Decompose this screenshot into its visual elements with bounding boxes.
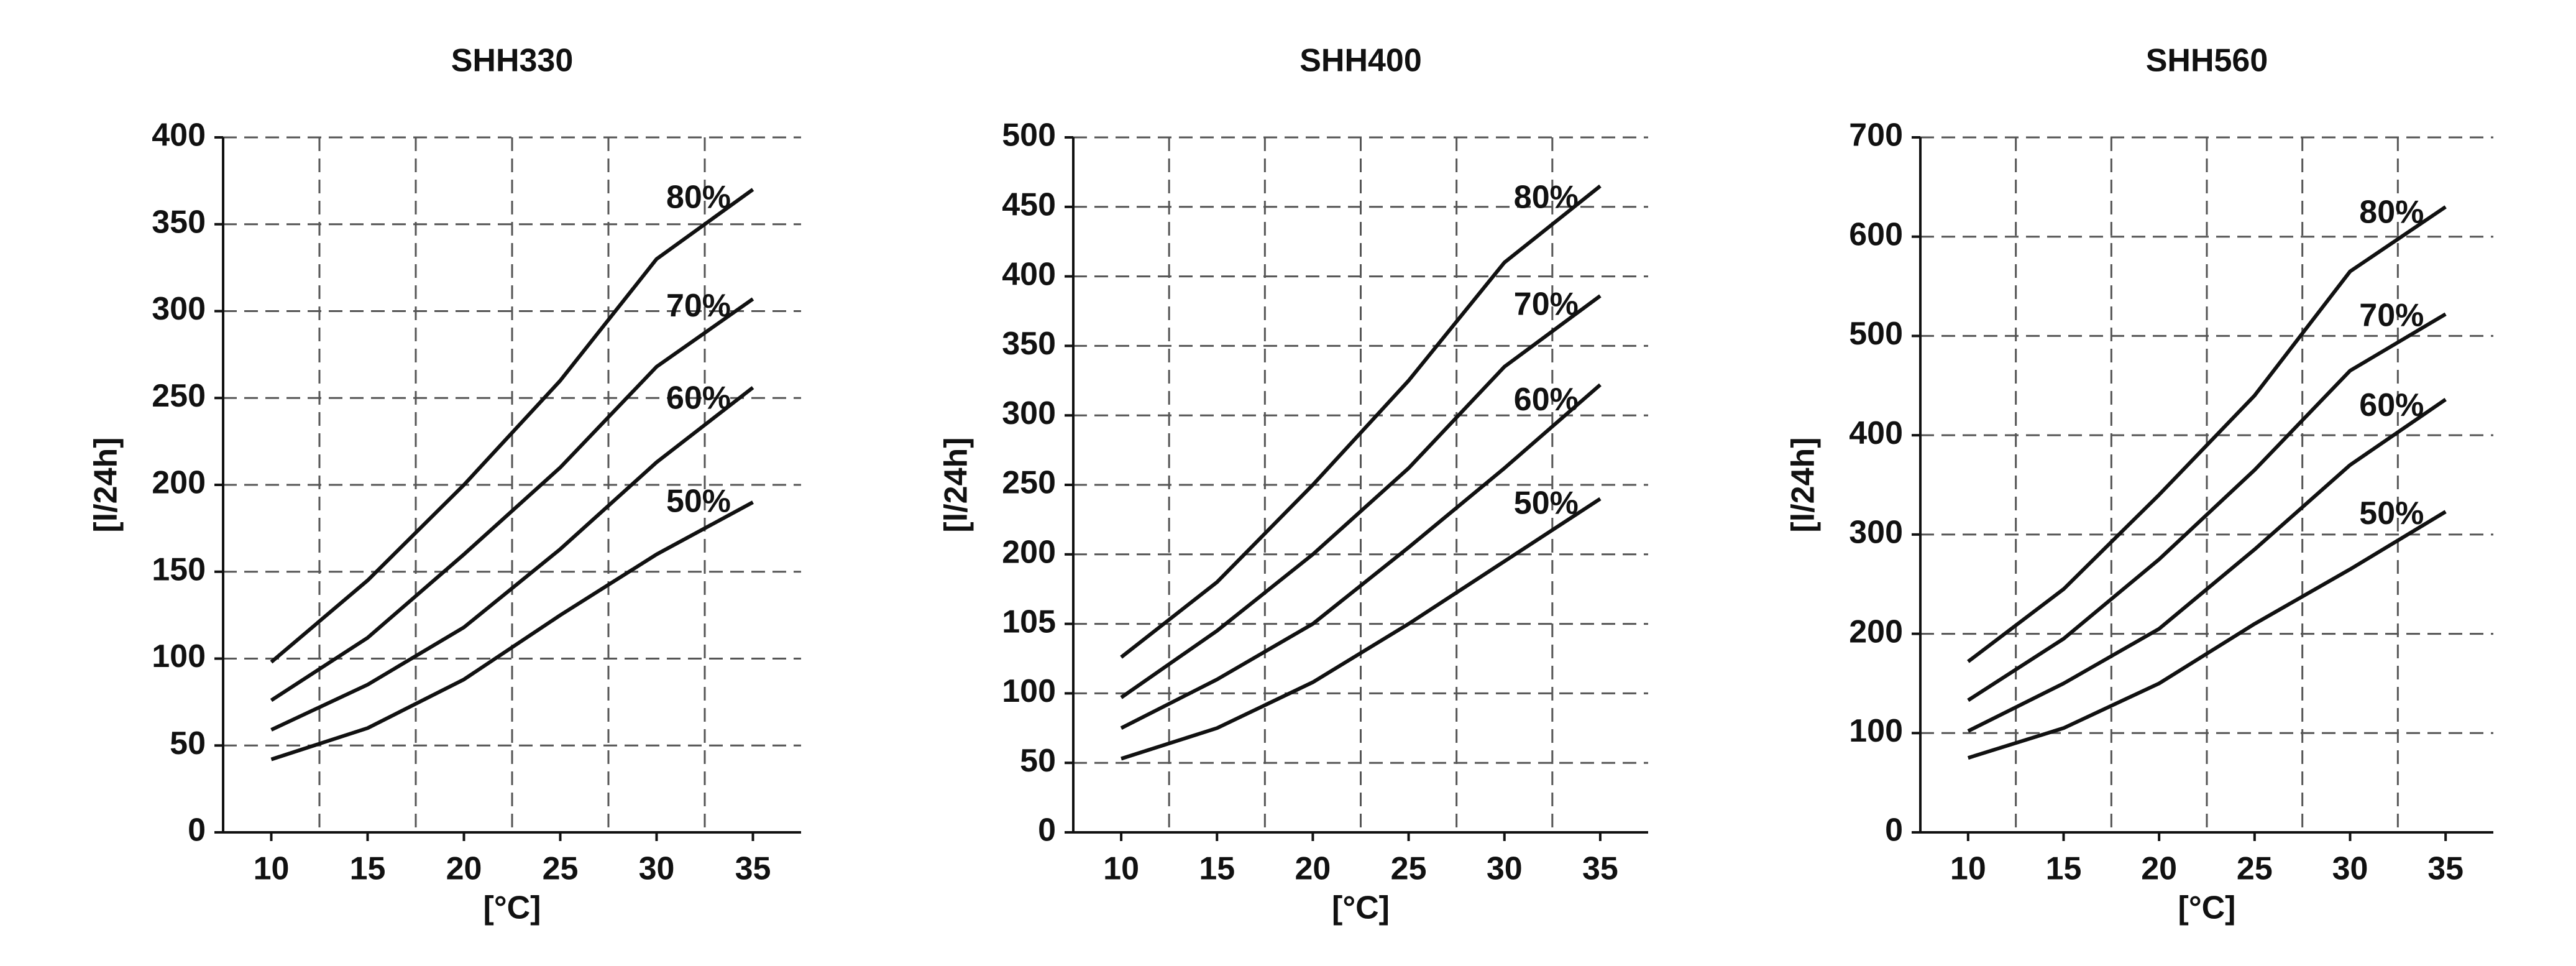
line-series <box>1967 312 2447 702</box>
axis-frame <box>222 137 801 834</box>
x-tick-label: 25 <box>543 851 579 887</box>
chart-title: SHH400 <box>1299 43 1422 79</box>
x-tick-label: 25 <box>2237 851 2273 887</box>
x-tick-label: 30 <box>639 851 675 887</box>
series-label: 50% <box>2359 495 2424 531</box>
y-tick-label: 200 <box>1002 535 1056 571</box>
y-tick-label: 0 <box>1038 812 1056 849</box>
y-axis-label: [l/24h] <box>938 437 974 532</box>
y-tick-label: 300 <box>1002 395 1056 431</box>
series-label: 80% <box>2359 194 2424 230</box>
line-series <box>1967 205 2447 663</box>
x-tick-label: 20 <box>1295 851 1331 887</box>
y-tick-label: 50 <box>170 725 206 761</box>
y-tick-label: 400 <box>152 117 206 154</box>
x-tick-label: 35 <box>1582 851 1618 887</box>
x-tick-label: 30 <box>2332 851 2368 887</box>
y-tick-label: 200 <box>1849 614 1903 650</box>
x-tick-label: 15 <box>350 851 386 887</box>
y-tick-label: 600 <box>1849 216 1903 252</box>
x-tick-label: 35 <box>735 851 771 887</box>
y-tick-label: 105 <box>1002 604 1056 640</box>
series-label: 50% <box>1514 485 1579 521</box>
y-tick-label: 0 <box>1885 812 1903 849</box>
series-label: 80% <box>666 179 731 215</box>
x-tick-label: 35 <box>2427 851 2464 887</box>
line-series <box>1121 497 1602 761</box>
chart-title: SHH330 <box>451 43 574 79</box>
line-series <box>1120 184 1602 659</box>
x-tick-label: 10 <box>254 851 290 887</box>
y-tick-label: 0 <box>188 812 206 849</box>
x-axis-label: [°C] <box>2178 890 2236 926</box>
series-label: 60% <box>1514 382 1579 418</box>
y-tick-label: 450 <box>1002 187 1056 223</box>
y-tick-label: 250 <box>1002 465 1056 501</box>
x-tick-label: 20 <box>2141 851 2177 887</box>
y-tick-label: 50 <box>1020 743 1056 779</box>
y-tick-label: 100 <box>152 638 206 674</box>
line-series <box>1120 383 1602 730</box>
x-tick-label: 15 <box>2046 851 2082 887</box>
x-tick-label: 10 <box>1950 851 1986 887</box>
line-series <box>1120 294 1602 699</box>
line-series <box>1967 398 2447 733</box>
y-axis-label: [l/24h] <box>1785 437 1822 532</box>
series-label: 70% <box>2359 298 2424 334</box>
series-label: 70% <box>666 288 731 324</box>
axis-frame <box>1072 137 1648 834</box>
x-tick-label: 30 <box>1487 851 1523 887</box>
y-axis-label: [l/24h] <box>88 437 124 532</box>
y-tick-label: 150 <box>152 551 206 587</box>
y-tick-label: 100 <box>1849 713 1903 749</box>
chart-title: SHH560 <box>2146 43 2268 79</box>
y-tick-label: 350 <box>152 204 206 240</box>
line-series <box>270 386 754 732</box>
y-tick-label: 500 <box>1849 316 1903 352</box>
y-tick-label: 350 <box>1002 326 1056 362</box>
y-tick-label: 300 <box>152 291 206 327</box>
series-label: 60% <box>666 380 731 416</box>
x-tick-label: 25 <box>1391 851 1427 887</box>
y-tick-label: 250 <box>152 378 206 414</box>
line-series <box>1967 510 2447 760</box>
y-tick-label: 700 <box>1849 117 1903 154</box>
y-tick-label: 400 <box>1849 415 1903 451</box>
series-label: 50% <box>666 484 731 520</box>
y-tick-label: 200 <box>152 465 206 501</box>
y-tick-label: 500 <box>1002 117 1056 154</box>
series-label: 80% <box>1514 179 1579 215</box>
line-series <box>270 188 754 664</box>
series-label: 60% <box>2359 387 2424 423</box>
x-tick-label: 15 <box>1199 851 1235 887</box>
series-label: 70% <box>1514 287 1579 323</box>
y-tick-label: 400 <box>1002 256 1056 292</box>
y-tick-label: 300 <box>1849 515 1903 551</box>
x-tick-label: 20 <box>446 851 482 887</box>
x-axis-label: [°C] <box>1332 890 1390 926</box>
x-tick-label: 10 <box>1103 851 1139 887</box>
line-series <box>270 297 754 702</box>
axis-frame <box>1919 137 2493 834</box>
line-series <box>270 500 754 761</box>
x-axis-label: [°C] <box>484 890 541 926</box>
y-tick-label: 100 <box>1002 673 1056 709</box>
